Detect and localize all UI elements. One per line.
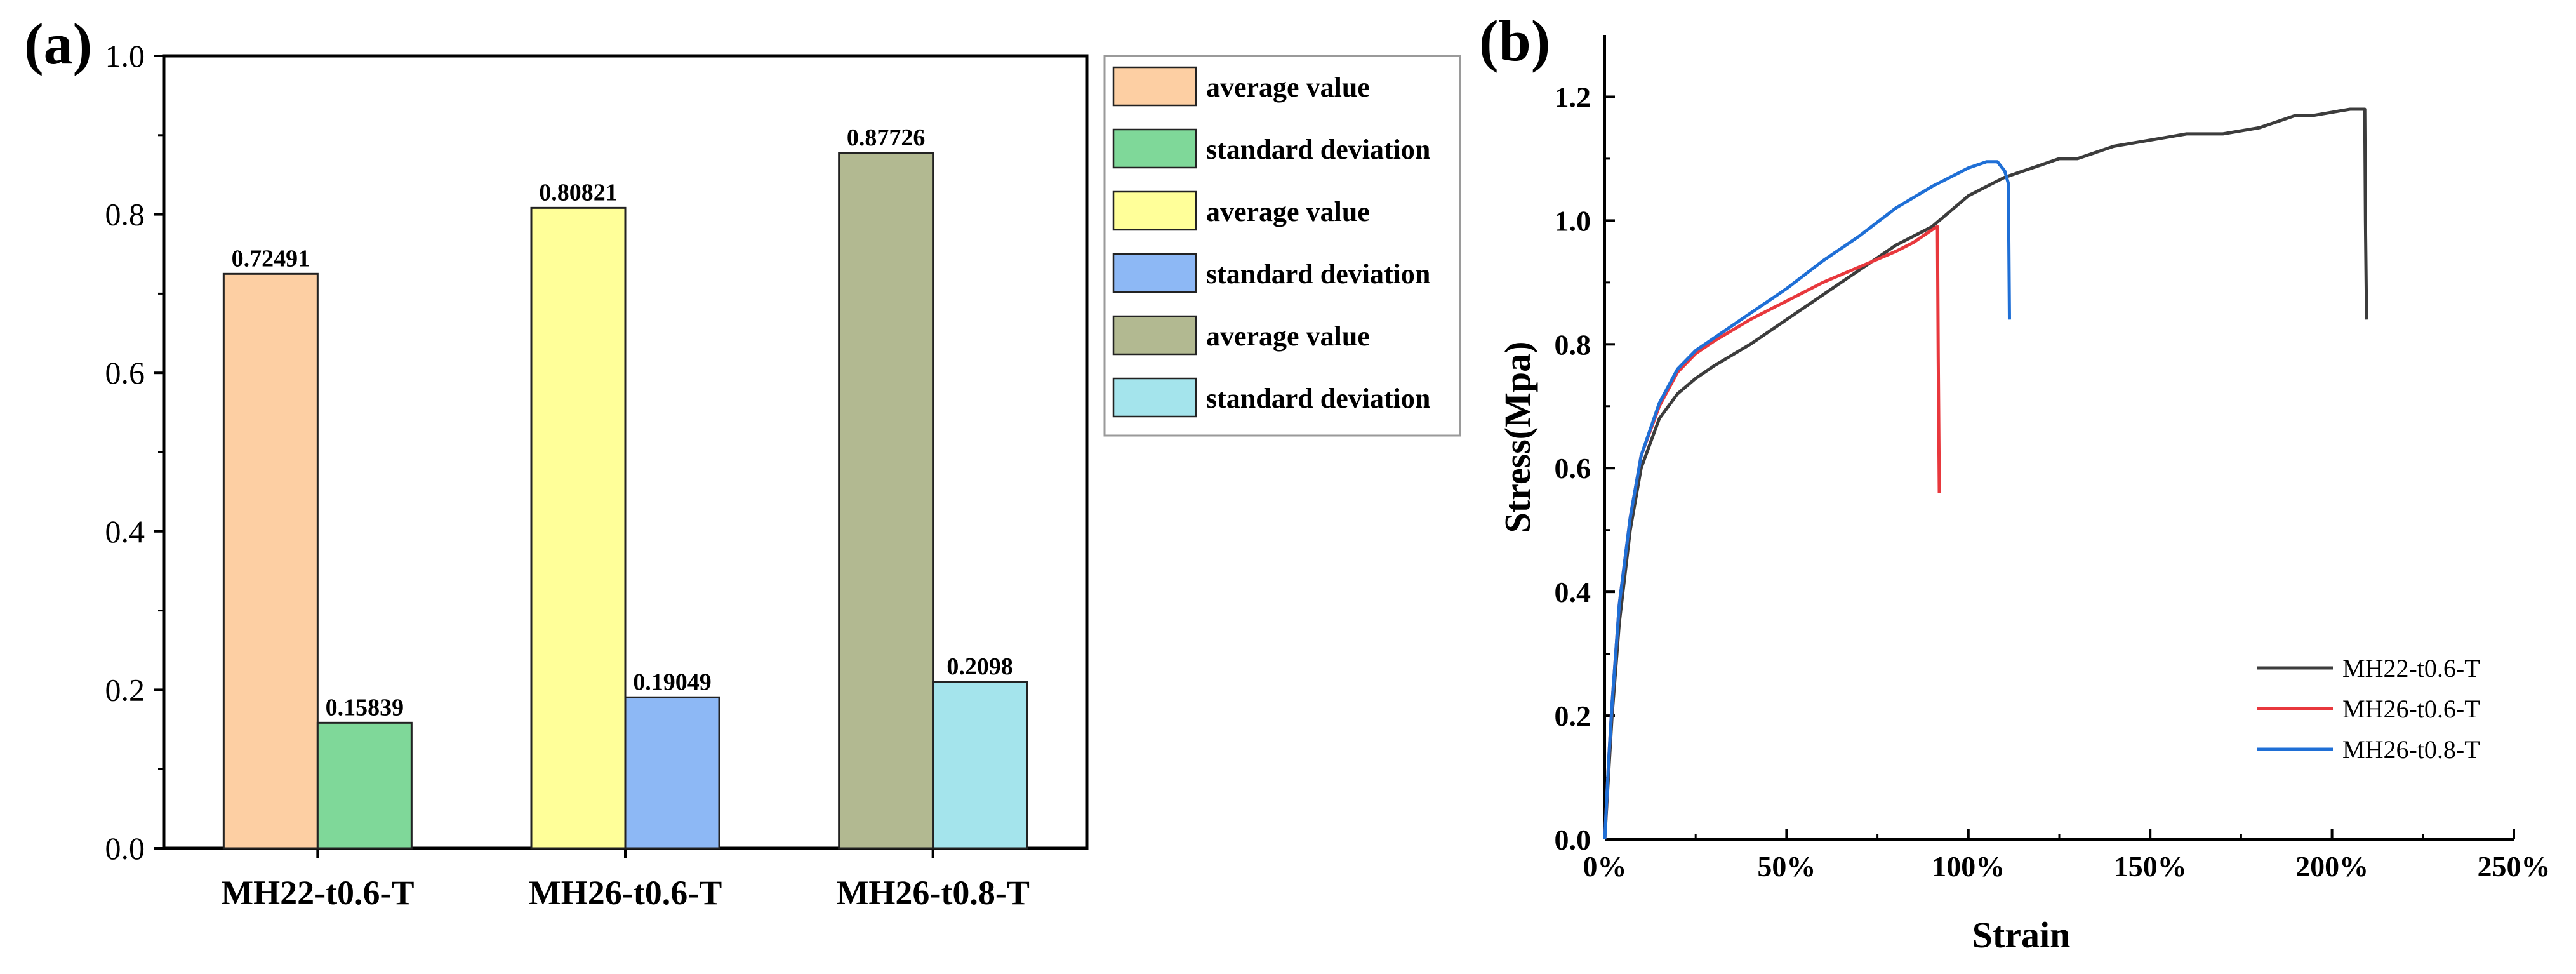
y-tick-label: 1.0 (1555, 204, 1591, 237)
series-line-2 (1603, 225, 1941, 840)
y-tick-label: 0.6 (1555, 452, 1591, 484)
bar-average-2 (530, 206, 627, 850)
legend-label: average value (1206, 321, 1370, 352)
legend-label: standard deviation (1206, 258, 1430, 290)
y-tick-label: 1.0 (105, 38, 145, 74)
x-tick-label: 50% (1757, 850, 1816, 883)
bar-std-2 (624, 696, 720, 850)
x-tick-label: 100% (1932, 850, 2005, 883)
legend-label: standard deviation (1206, 383, 1430, 414)
x-category-label: MH26-t0.8-T (836, 874, 1029, 912)
y-tick-label: 1.2 (1555, 81, 1591, 113)
x-category-label: MH26-t0.6-T (529, 874, 722, 912)
data-label: 0.80821 (539, 179, 618, 206)
x-category-label: MH22-t0.6-T (221, 874, 414, 912)
y-axis-title: Stress(Mpa) (1497, 342, 1538, 533)
legend-swatch (1112, 253, 1197, 293)
legend-swatch (1112, 66, 1197, 107)
legend-label: MH26-t0.8-T (2342, 735, 2480, 764)
x-tick-label: 250% (2478, 850, 2551, 883)
y-tick-label: 0.8 (1555, 328, 1591, 361)
y-tick-label: 0.6 (105, 355, 145, 390)
panel-label: (a) (24, 11, 92, 76)
legend-swatch (1112, 190, 1197, 231)
x-axis-title: Strain (1972, 914, 2071, 956)
y-tick-label: 0.2 (1555, 700, 1591, 732)
data-label: 0.87726 (847, 124, 926, 151)
y-tick-label: 0.0 (1555, 824, 1591, 856)
y-tick-label: 0.0 (105, 831, 145, 866)
bar-std-3 (932, 681, 1028, 850)
x-tick-label: 200% (2295, 850, 2368, 883)
y-tick-label: 0.4 (1555, 576, 1591, 608)
data-label: 0.19049 (633, 669, 712, 695)
panel-label: (b) (1479, 8, 1550, 73)
legend-swatch (1112, 128, 1197, 169)
legend-label: MH22-t0.6-T (2342, 654, 2480, 683)
bar-average-1 (222, 272, 319, 850)
bar-average-3 (838, 152, 934, 850)
legend-label: average value (1206, 196, 1370, 227)
bar-std-1 (316, 721, 413, 850)
data-label: 0.15839 (326, 694, 404, 721)
y-tick-label: 0.4 (105, 514, 145, 549)
legend-swatch (1112, 315, 1197, 356)
x-tick-label: 0% (1583, 850, 1627, 883)
series-line-1 (1603, 107, 2368, 840)
legend-label: MH26-t0.6-T (2342, 695, 2480, 723)
x-tick-label: 150% (2114, 850, 2187, 883)
y-tick-label: 0.8 (105, 197, 145, 232)
legend-swatch (1112, 377, 1197, 418)
legend-box (1103, 55, 1461, 437)
series-line-3 (1603, 160, 2011, 840)
data-label: 0.2098 (946, 653, 1013, 680)
legend-label: standard deviation (1206, 134, 1430, 165)
legend-label: average value (1206, 72, 1370, 103)
panel-a-bar-chart: (a) 0.0 0.2 0.4 0.6 0.8 1.0 MH22-t0.6-T 0.72491 0… (24, 11, 1461, 912)
y-tick-label: 0.2 (105, 672, 145, 707)
data-label: 0.72491 (232, 245, 310, 272)
panel-b-line-chart: (b) 0.0 0.2 0.4 0.6 0.8 1.0 1.2 0% 50% 100% 150% 200… (1479, 8, 2551, 956)
